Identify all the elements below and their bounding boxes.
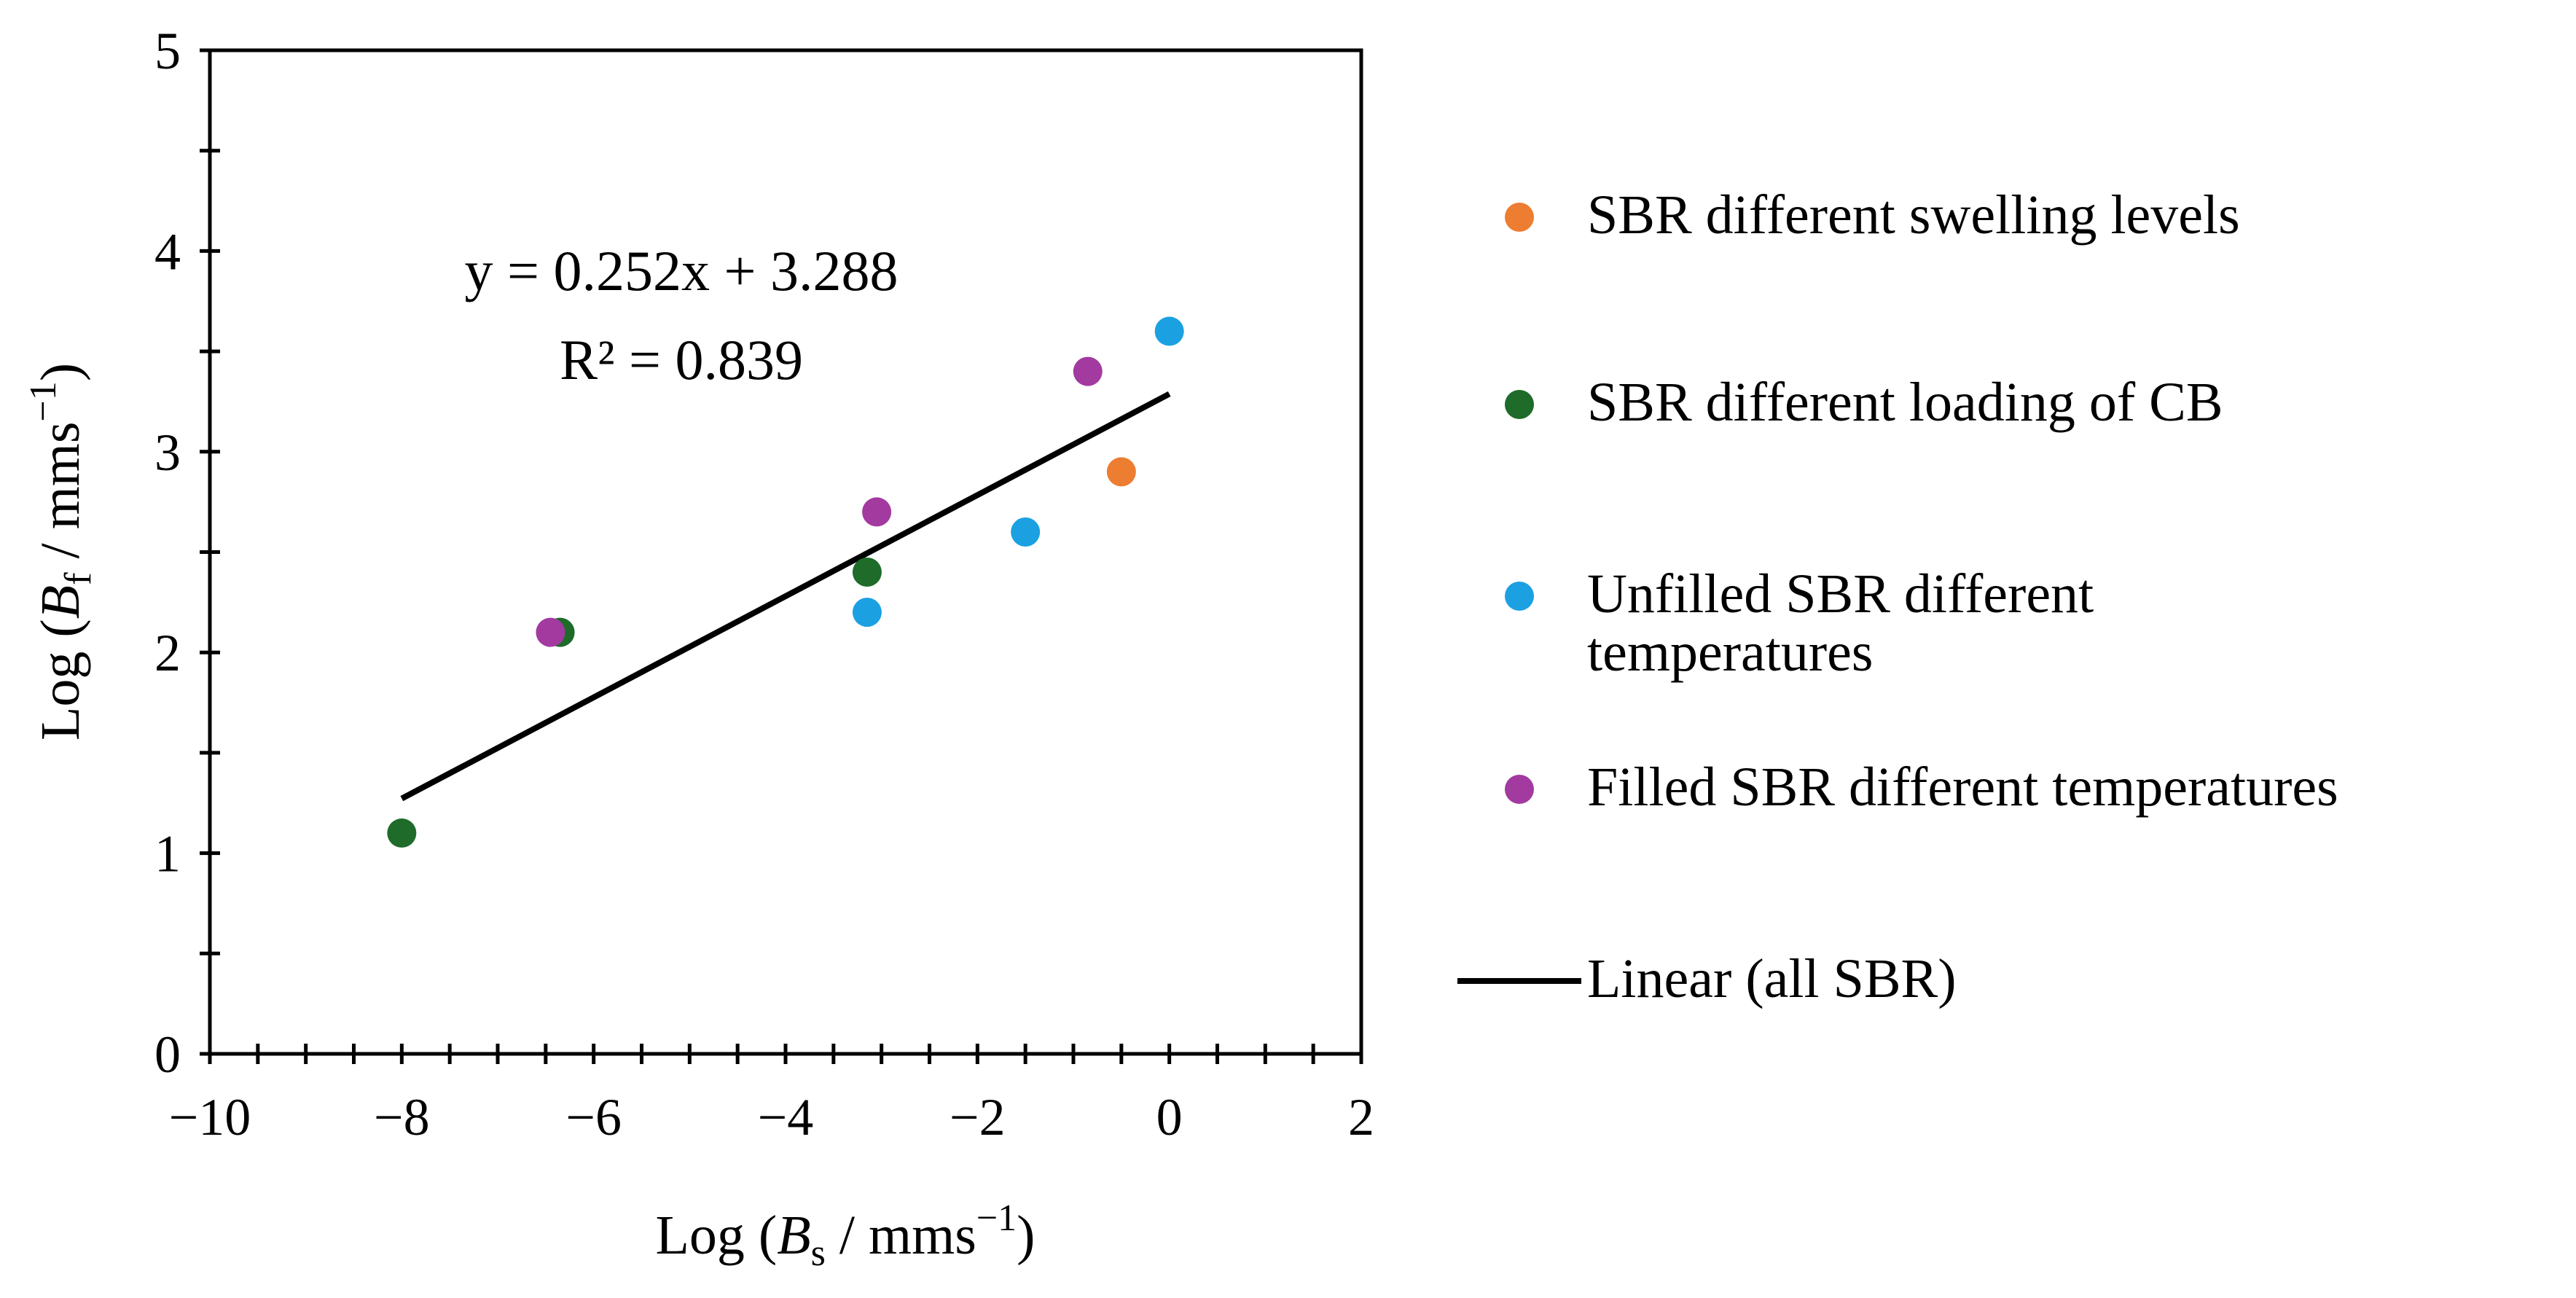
- x-tick-label: −6: [565, 1088, 622, 1146]
- y-tick-label: 0: [154, 1025, 181, 1084]
- x-tick-label: −8: [374, 1088, 430, 1146]
- y-tick-label: 4: [154, 222, 181, 281]
- legend-label: SBR different swelling levels: [1587, 184, 2240, 246]
- x-axis-title: Log (Bs / mms−1): [656, 1197, 1036, 1274]
- trendline-layer: [400, 391, 1171, 802]
- trendline: [400, 391, 1171, 802]
- legend-label: Unfilled SBR different: [1587, 563, 2094, 625]
- x-tick-label: −4: [758, 1088, 814, 1146]
- y-axis-title: Log (Bf / mms−1): [23, 363, 99, 740]
- data-point-series-4: [1073, 356, 1103, 386]
- legend-marker-series-3: [1505, 582, 1534, 611]
- legend-label: SBR different loading of CB: [1587, 372, 2223, 433]
- y-tick-label: 2: [154, 624, 181, 682]
- data-point-series-3: [1011, 517, 1041, 547]
- trendline-r-squared: R² = 0.839: [560, 328, 803, 391]
- data-point-series-4: [536, 617, 565, 647]
- legend-label-trendline: Linear (all SBR): [1587, 948, 1957, 1009]
- trendline-equation: y = 0.252x + 3.288: [465, 239, 899, 302]
- legend: SBR different swelling levels SBR differe…: [1457, 184, 2338, 1009]
- legend-label: Filled SBR different temperatures: [1587, 756, 2338, 818]
- legend-marker-series-1: [1505, 203, 1534, 232]
- y-tick-label: 5: [154, 22, 181, 80]
- x-tick-label: −2: [950, 1088, 1006, 1146]
- legend-marker-series-2: [1505, 390, 1534, 419]
- data-point-series-3: [1154, 316, 1184, 346]
- data-points: [387, 316, 1184, 848]
- x-tick-label: 0: [1156, 1088, 1183, 1146]
- legend-label: temperatures: [1587, 622, 1873, 683]
- x-tick-label: 2: [1348, 1088, 1374, 1146]
- data-point-series-3: [852, 598, 882, 628]
- x-tick-label: −10: [169, 1088, 251, 1146]
- axes: −10 −8 −6 −4 −2 0 2 0 1 2 3 4 5: [154, 22, 1374, 1146]
- plot-frame: [208, 48, 1363, 1056]
- legend-marker-series-4: [1505, 775, 1534, 804]
- y-tick-label: 3: [154, 423, 181, 482]
- data-point-series-4: [862, 497, 892, 527]
- data-point-series-1: [1106, 457, 1136, 487]
- data-point-series-2: [387, 818, 417, 848]
- y-tick-label: 1: [154, 825, 181, 883]
- data-point-series-2: [852, 558, 882, 587]
